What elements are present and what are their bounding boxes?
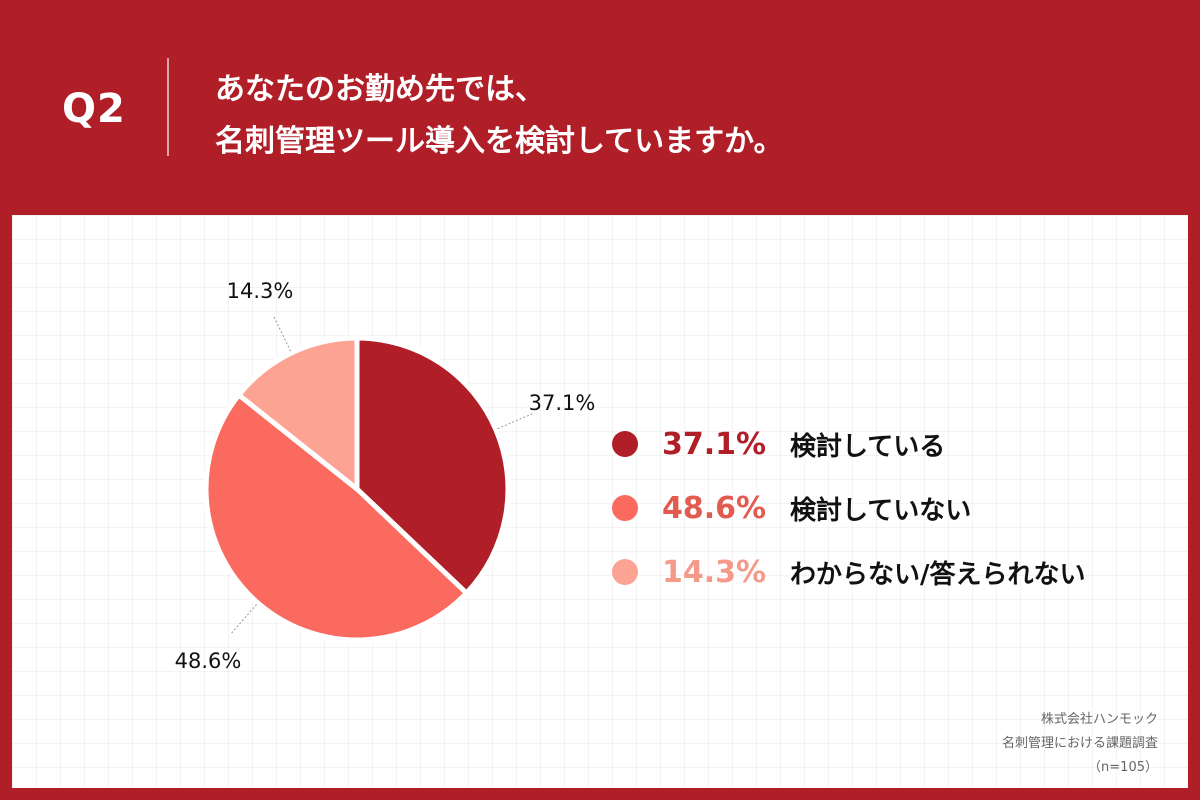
legend-percent: 48.6% — [662, 490, 767, 526]
pie-slice-unknown — [236, 335, 360, 492]
question-line-1: あなたのお勤め先では、 — [215, 72, 545, 107]
legend-dot-icon — [612, 495, 638, 521]
legend-dot-icon — [612, 559, 638, 585]
legend-percent: 37.1% — [662, 426, 767, 462]
header-divider — [167, 58, 169, 156]
legend-item-unknown: 14.3% わからない/答えられない — [612, 540, 1086, 604]
legend-label: わからない/答えられない — [790, 559, 1086, 590]
chart-legend: 37.1% 検討している 48.6% 検討していない 14.3% わからない/答… — [612, 412, 1086, 604]
leader-line — [231, 604, 257, 634]
data-label-unknown: 14.3% — [227, 279, 294, 303]
legend-dot-icon — [612, 431, 638, 457]
pie-slice-considering — [354, 335, 511, 596]
header-banner: Q2 あなたのお勤め先では、 名刺管理ツール導入を検討していますか。 — [0, 0, 1200, 215]
leader-line — [497, 413, 533, 430]
data-label-not-considering: 48.6% — [175, 649, 242, 673]
question-number: Q2 — [62, 86, 126, 132]
legend-label: 検討している — [790, 431, 946, 462]
pie-slice-not-considering — [203, 392, 469, 643]
legend-item-not-considering: 48.6% 検討していない — [612, 476, 1086, 540]
legend-percent: 14.3% — [662, 554, 767, 590]
source-survey: 名刺管理における課題調査 — [1001, 736, 1158, 751]
question-text: あなたのお勤め先では、 名刺管理ツール導入を検討していますか。 — [215, 64, 784, 168]
question-line-2: 名刺管理ツール導入を検討していますか。 — [215, 124, 784, 159]
legend-label: 検討していない — [790, 495, 972, 526]
leader-line — [273, 316, 292, 352]
legend-item-considering: 37.1% 検討している — [612, 412, 1086, 476]
data-label-considering: 37.1% — [529, 391, 596, 415]
source-sample-size: （n=105） — [1088, 760, 1158, 775]
source-note: 株式会社ハンモック 名刺管理における課題調査 （n=105） — [1002, 708, 1158, 780]
source-company: 株式会社ハンモック — [1040, 712, 1158, 727]
